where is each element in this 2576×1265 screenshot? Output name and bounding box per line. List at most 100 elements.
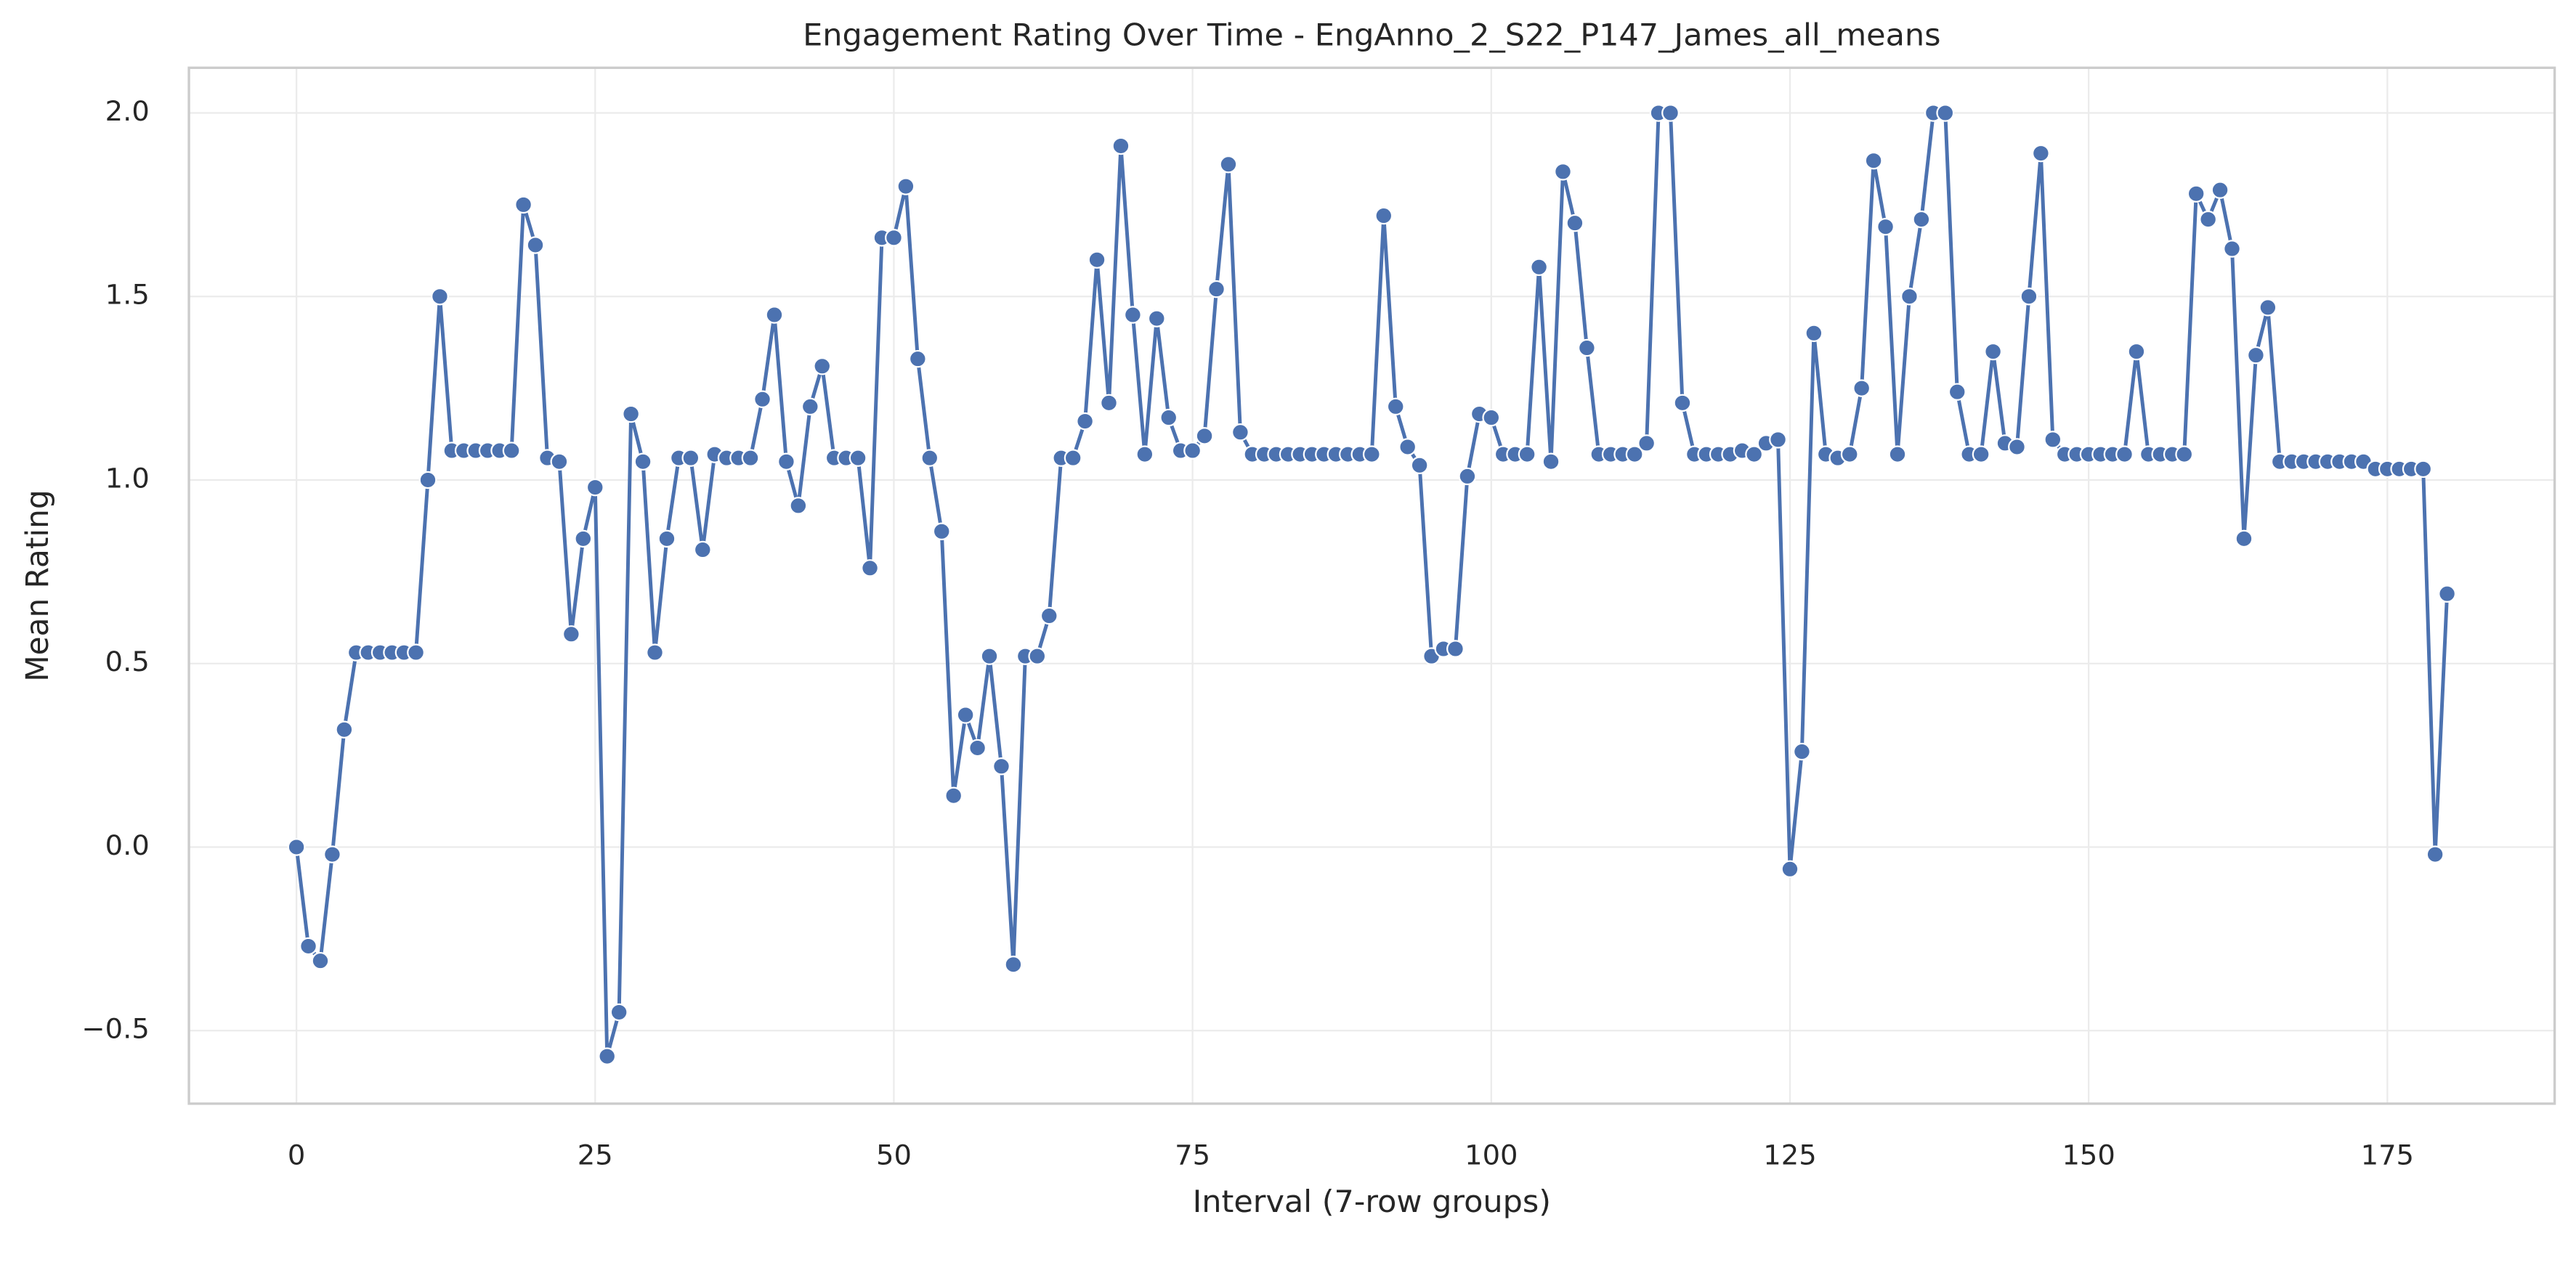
data-point	[335, 720, 354, 739]
data-point	[1948, 383, 1967, 401]
data-point	[2259, 298, 2277, 317]
data-point	[2223, 240, 2241, 258]
x-tick-label: 25	[578, 1139, 613, 1171]
data-point	[1076, 412, 1095, 431]
x-axis-label: Interval (7-row groups)	[1193, 1184, 1551, 1220]
data-point	[287, 838, 306, 856]
data-point	[1482, 408, 1501, 427]
data-point	[968, 739, 987, 757]
data-point	[1398, 438, 1417, 456]
data-point	[908, 349, 927, 368]
data-point	[1362, 445, 1381, 463]
y-tick-label: 2.0	[105, 95, 150, 127]
data-point	[323, 845, 341, 863]
data-point	[2020, 288, 2038, 306]
data-point	[1004, 956, 1023, 974]
data-point	[550, 452, 569, 471]
data-point	[2031, 144, 2050, 163]
data-point	[609, 1003, 628, 1022]
data-point	[765, 306, 784, 324]
y-axis-label: Mean Rating	[20, 489, 56, 681]
y-tick-label: 1.0	[105, 463, 150, 495]
data-point	[1769, 431, 1787, 449]
data-point	[1852, 379, 1871, 397]
data-point	[980, 647, 999, 665]
data-point	[1446, 640, 1465, 658]
data-point	[896, 177, 915, 195]
data-point	[1840, 445, 1859, 463]
y-tick-label: 0.5	[105, 646, 150, 678]
data-point	[1530, 258, 1549, 277]
data-point	[1781, 860, 1799, 879]
data-point	[526, 236, 545, 254]
data-point	[1087, 251, 1106, 269]
data-point	[2127, 342, 2146, 361]
data-point	[1219, 155, 1238, 174]
data-point	[1661, 104, 1680, 122]
data-point	[1386, 397, 1405, 416]
data-point	[1374, 206, 1393, 225]
data-point	[944, 786, 963, 805]
data-point	[1888, 445, 1907, 463]
data-point	[633, 452, 652, 471]
data-point	[514, 195, 533, 214]
data-point	[657, 529, 676, 548]
data-point	[1805, 324, 1823, 343]
data-point	[1745, 445, 1764, 463]
data-point	[1900, 288, 1919, 306]
data-point	[562, 625, 580, 643]
data-point	[2199, 210, 2218, 229]
data-point	[813, 357, 832, 375]
data-point	[1183, 442, 1202, 460]
data-point	[646, 643, 664, 662]
data-point	[789, 497, 808, 515]
data-point	[2426, 845, 2445, 863]
data-point	[2044, 431, 2062, 449]
data-point	[1518, 445, 1536, 463]
x-tick-label: 75	[1175, 1139, 1210, 1171]
data-point	[1542, 452, 1560, 471]
data-point	[1064, 449, 1082, 467]
data-point	[1673, 394, 1692, 412]
data-point	[1566, 213, 1584, 232]
data-point	[1637, 434, 1656, 452]
data-point	[2414, 460, 2433, 479]
data-point	[598, 1047, 617, 1065]
data-point	[741, 449, 760, 467]
data-point	[1864, 151, 1883, 170]
data-point	[1040, 606, 1058, 625]
data-point	[992, 757, 1010, 776]
data-point	[932, 522, 951, 540]
data-point	[801, 397, 819, 416]
plot-frame	[187, 66, 2556, 1105]
data-point	[777, 452, 795, 471]
data-point	[574, 529, 593, 548]
data-point	[1554, 163, 1572, 181]
data-point	[1972, 445, 1990, 463]
data-point	[753, 390, 771, 408]
data-point	[1410, 456, 1429, 474]
x-tick-label: 125	[1763, 1139, 1816, 1171]
data-point	[1195, 427, 1214, 445]
x-tick-label: 50	[876, 1139, 912, 1171]
data-point	[2008, 438, 2026, 456]
data-point	[1625, 445, 1644, 463]
data-point	[1876, 217, 1895, 236]
data-point	[1028, 647, 1047, 665]
data-point	[1231, 423, 1249, 442]
data-point	[861, 559, 879, 577]
data-point	[920, 449, 939, 467]
data-point	[2187, 184, 2206, 203]
x-tick-label: 175	[2361, 1139, 2414, 1171]
data-point	[311, 951, 330, 970]
data-point	[681, 449, 700, 467]
data-point	[418, 471, 437, 489]
data-point	[2211, 181, 2229, 199]
data-point	[622, 404, 641, 423]
data-point	[2246, 346, 2265, 365]
data-point	[2115, 445, 2134, 463]
data-point	[1100, 394, 1118, 412]
y-tick-label: 0.0	[105, 829, 150, 861]
